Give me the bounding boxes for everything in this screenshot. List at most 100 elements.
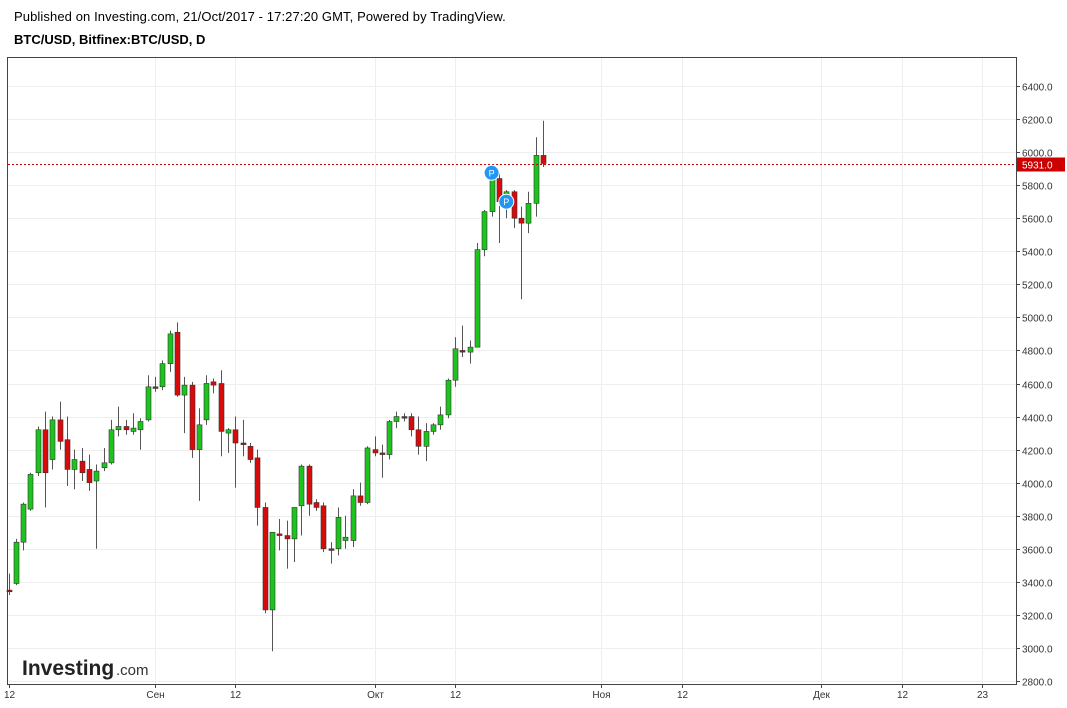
candle	[350, 489, 357, 548]
candle-body-up	[445, 379, 452, 416]
candle	[364, 446, 371, 505]
candle-body-up	[101, 462, 108, 469]
candle	[386, 419, 393, 460]
candle	[123, 419, 130, 435]
candle-body-down	[379, 452, 386, 455]
price-tick-label: 3400.0	[1022, 579, 1053, 590]
candle	[474, 243, 481, 348]
price-tick-label: 4600.0	[1022, 381, 1053, 392]
candle	[335, 507, 342, 556]
candle-body-up	[181, 384, 188, 396]
candle	[467, 340, 474, 364]
candle	[64, 416, 71, 486]
time-tick-label: 12	[897, 690, 909, 701]
candle-body-up	[350, 495, 357, 541]
candle	[533, 137, 540, 217]
last-price-line: 5931.0	[8, 157, 1065, 172]
marker-circle	[498, 193, 515, 210]
candle-body-down	[42, 429, 49, 474]
chart-title: BTC/USD, Bitfinex:BTC/USD, D	[14, 32, 206, 47]
candle	[101, 447, 108, 472]
candle	[210, 378, 217, 394]
candle-body-down	[79, 460, 86, 474]
candle-body-down	[254, 457, 261, 508]
candle	[540, 120, 547, 167]
logo-suffix: .com	[116, 662, 149, 679]
last-price-label: 5931.0	[1022, 161, 1053, 172]
candle	[137, 418, 144, 450]
candle	[79, 447, 86, 482]
logo-brand: Investing	[22, 657, 114, 680]
candle-body-down	[218, 383, 225, 432]
candle-body-down	[6, 589, 13, 593]
candle	[225, 428, 232, 453]
published-caption: Published on Investing.com, 21/Oct/2017 …	[14, 9, 506, 24]
time-tick-label: Дек	[813, 690, 830, 701]
candle-body-up	[145, 386, 152, 421]
candle	[232, 416, 239, 488]
candle	[401, 413, 408, 422]
price-tick-label: 4400.0	[1022, 414, 1053, 425]
price-tick-label: 5200.0	[1022, 281, 1053, 292]
candle-body-down	[372, 449, 379, 454]
candle-body-up	[137, 421, 144, 431]
last-price-tag	[1017, 157, 1065, 172]
price-tick-label: 5600.0	[1022, 215, 1053, 226]
candle-body-up	[489, 178, 496, 212]
candle-body-up	[35, 429, 42, 474]
candle	[423, 423, 430, 462]
marker-p: P	[483, 164, 500, 181]
marker-p: P	[498, 193, 515, 210]
candle-body-down	[357, 495, 364, 503]
candle-body-up	[130, 427, 137, 432]
candle	[71, 449, 78, 490]
candle-body-up	[342, 536, 349, 541]
marker-label: P	[489, 168, 495, 178]
time-tick-label: 12	[677, 690, 689, 701]
candle	[174, 322, 181, 397]
candle-body-down	[459, 350, 466, 353]
candle	[306, 464, 313, 516]
investing-logo: Investing .com	[22, 657, 149, 680]
candle	[357, 482, 364, 506]
candle	[93, 464, 100, 549]
candle-body-down	[415, 429, 422, 447]
candle-body-up	[525, 203, 532, 224]
candle	[145, 375, 152, 422]
price-tick-label: 3800.0	[1022, 513, 1053, 524]
price-tick-label: 6000.0	[1022, 149, 1053, 160]
candle	[218, 370, 225, 457]
candle	[6, 573, 13, 596]
candle	[328, 542, 335, 564]
candle	[291, 507, 298, 562]
candle-body-down	[189, 384, 196, 450]
candle	[459, 325, 466, 358]
candle	[430, 423, 437, 435]
candle	[518, 206, 525, 300]
candle-body-up	[71, 459, 78, 470]
candle	[452, 337, 459, 387]
candle-body-up	[393, 416, 400, 422]
price-tick-label: 4200.0	[1022, 447, 1053, 458]
candle	[130, 413, 137, 435]
candle-body-up	[269, 531, 276, 611]
time-tick-label: Ноя	[592, 690, 610, 701]
candle-body-up	[474, 249, 481, 348]
candle-body-down	[262, 507, 269, 611]
candle	[203, 375, 210, 425]
candle	[167, 330, 174, 372]
candle	[254, 449, 261, 526]
candle-body-down	[232, 429, 239, 444]
candle-body-down	[174, 331, 181, 396]
candle-body-down	[152, 386, 159, 389]
candle-body-down	[313, 502, 320, 508]
time-axis: 12 Сен 12 Окт 12 Ноя 12 Дек 12 23	[4, 684, 989, 701]
candle	[108, 419, 115, 465]
time-tick-label: Окт	[367, 690, 384, 701]
time-tick-label: 23	[977, 690, 989, 701]
plot-frame	[7, 57, 1017, 685]
candle-body-down	[123, 426, 130, 431]
candle	[196, 408, 203, 501]
candle	[262, 502, 269, 614]
